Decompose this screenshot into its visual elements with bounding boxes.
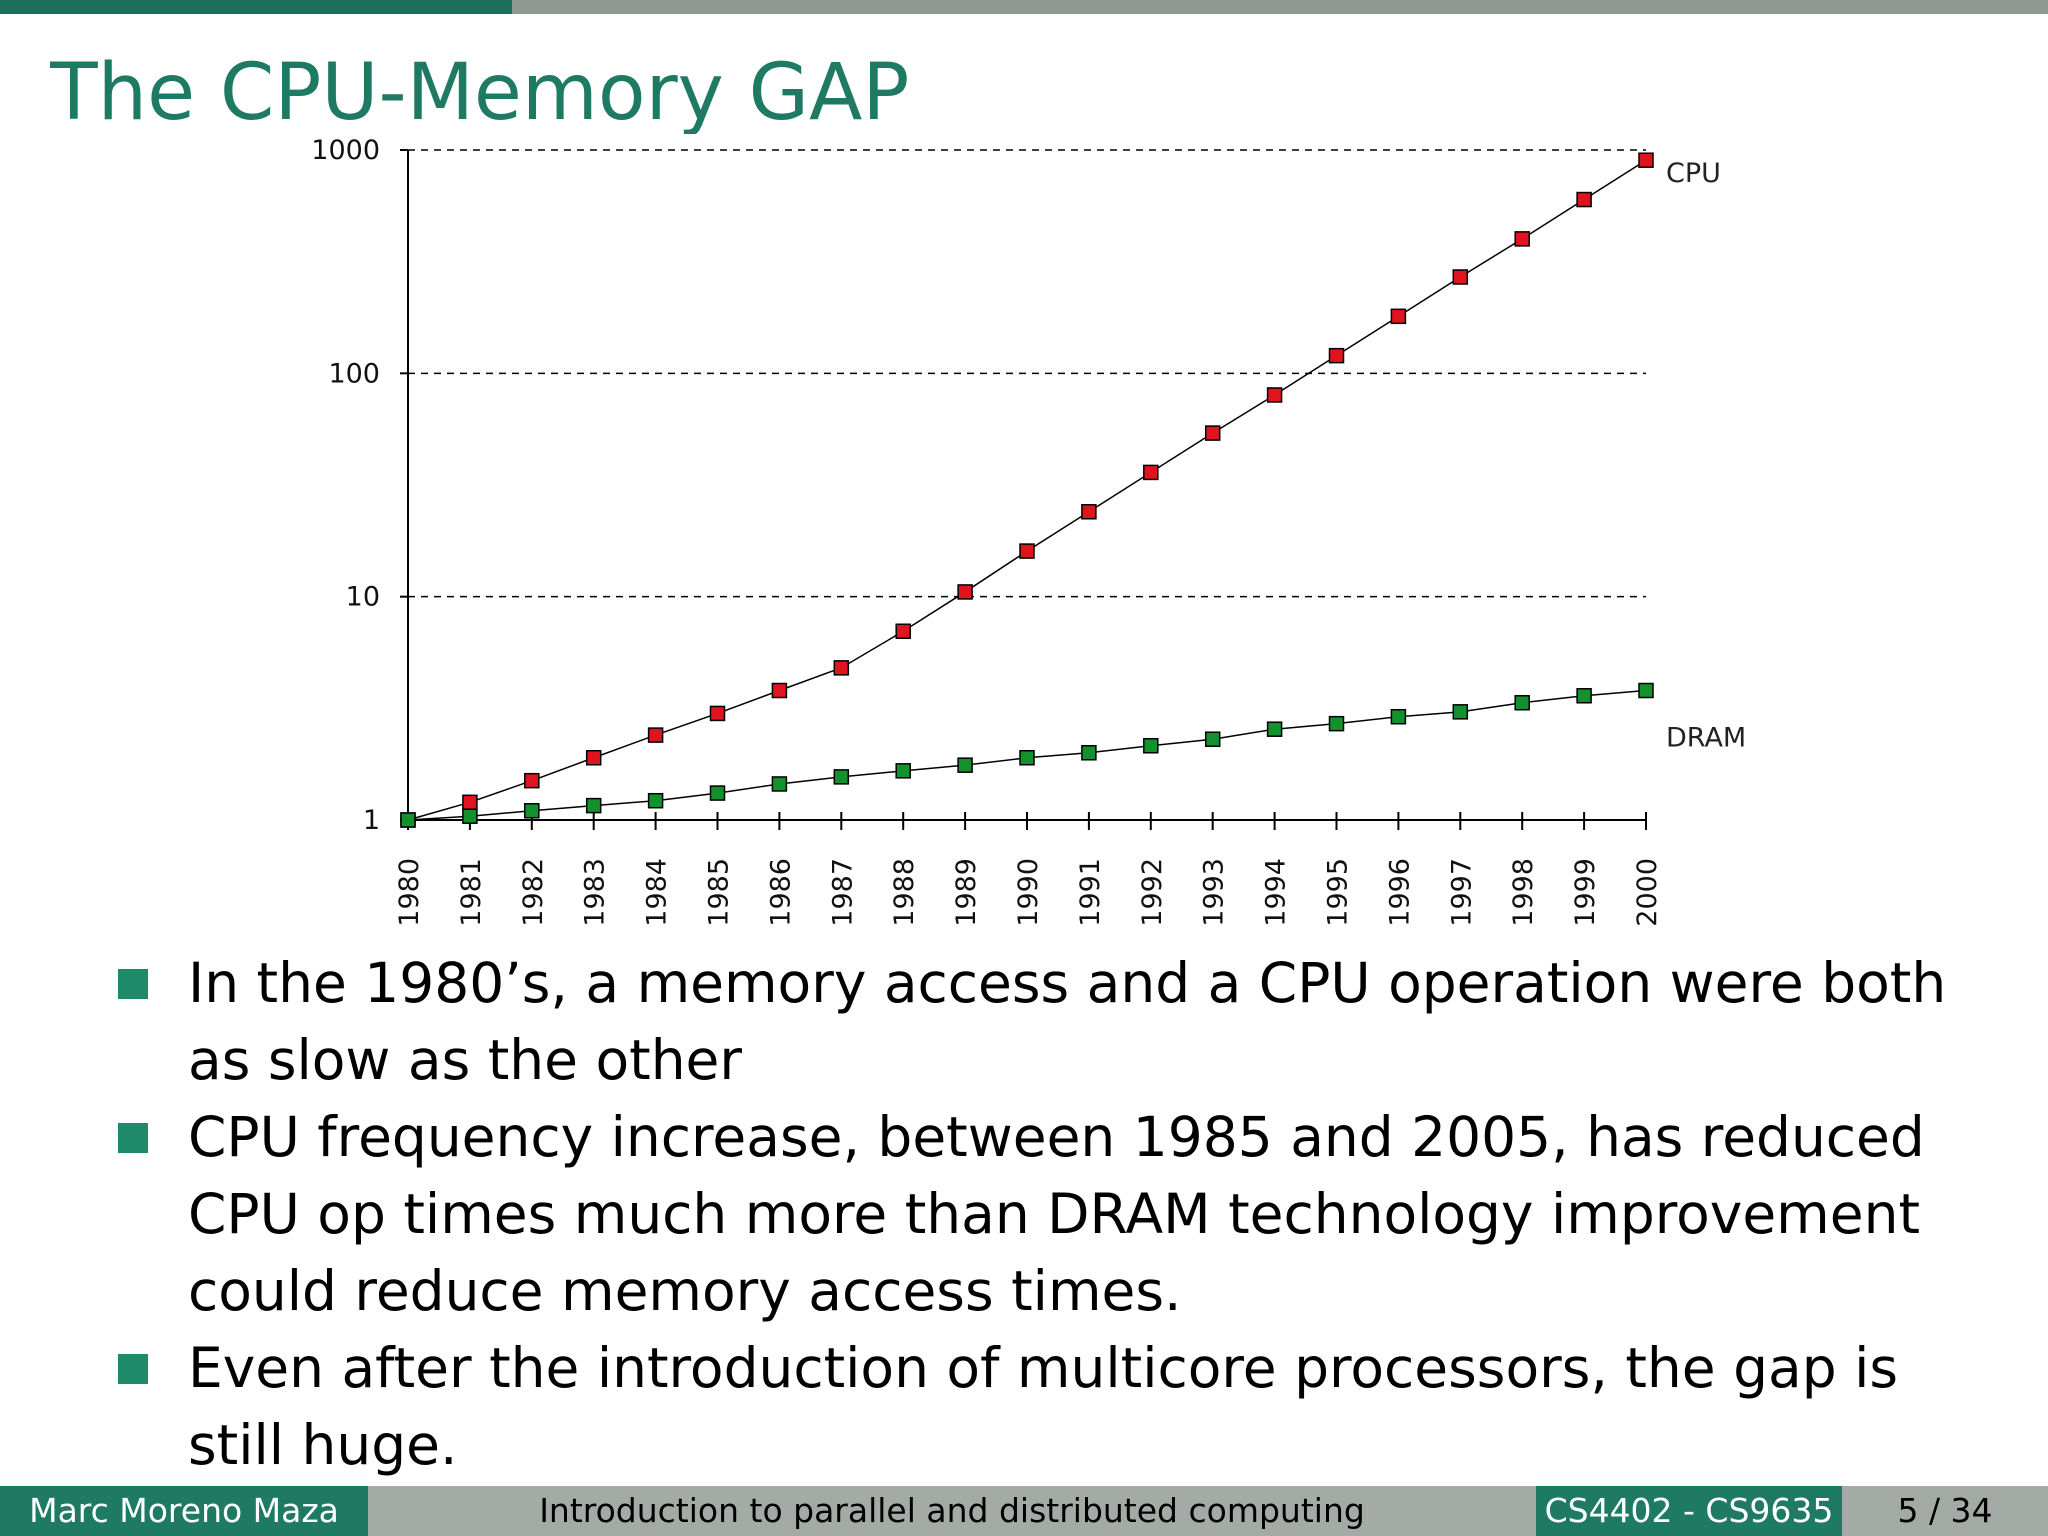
x-tick-label: 1980: [394, 858, 425, 927]
y-tick-label: 100: [328, 358, 380, 389]
top-progress-bar: [0, 0, 2048, 14]
x-tick-label: 1995: [1323, 858, 1354, 927]
y-tick-label: 1000: [311, 135, 380, 166]
data-point-dram: [1514, 694, 1530, 711]
data-point-cpu: [1143, 464, 1159, 481]
bullet-square-icon: [118, 969, 148, 999]
data-point-cpu: [957, 584, 973, 600]
footer-title: Introduction to parallel and distributed…: [368, 1486, 1536, 1536]
x-tick-label: 1988: [889, 858, 920, 927]
data-point-cpu: [1204, 425, 1221, 441]
x-tick-label: 1984: [642, 858, 673, 927]
x-tick-label: 1982: [518, 858, 549, 927]
series-line-cpu: [407, 159, 1647, 821]
data-point-dram: [1328, 715, 1345, 732]
bullet-square-icon: [118, 1123, 148, 1153]
x-tick-label: 1996: [1384, 858, 1415, 927]
x-tick-label: 1994: [1261, 858, 1292, 927]
data-point-dram: [1266, 721, 1283, 737]
data-point-cpu: [1452, 269, 1469, 285]
x-tick-label: 1993: [1199, 858, 1230, 927]
footer-page-number: 5 / 34: [1842, 1486, 2048, 1536]
x-tick-label: 1999: [1570, 858, 1601, 927]
data-point-cpu: [895, 623, 911, 640]
x-tick-label: 2000: [1632, 858, 1663, 927]
y-tick-label: 10: [346, 582, 380, 613]
bullet-text: In the 1980’s, a memory access and a CPU…: [188, 951, 1947, 1092]
data-point-dram: [647, 792, 664, 809]
data-point-cpu: [1019, 543, 1035, 559]
data-point-cpu: [1638, 152, 1654, 168]
data-point-dram: [1638, 682, 1654, 699]
x-tick-label: 1992: [1137, 858, 1168, 927]
data-point-cpu: [462, 794, 478, 811]
x-tick-label: 1981: [456, 858, 487, 927]
x-tick-label: 1983: [580, 858, 611, 927]
x-tick-label: 1991: [1075, 858, 1106, 927]
data-point-dram: [833, 769, 850, 785]
data-point-dram: [771, 776, 788, 792]
data-point-dram: [709, 785, 726, 801]
data-point-dram: [1452, 704, 1469, 720]
data-point-cpu: [1266, 387, 1283, 403]
data-point-dram: [895, 763, 911, 779]
x-tick-label: 1989: [951, 858, 982, 927]
series-label-dram: DRAM: [1666, 723, 1746, 754]
data-point-cpu: [1514, 231, 1530, 247]
bullet-text: CPU frequency increase, between 1985 and…: [188, 1105, 1925, 1323]
data-point-cpu: [1081, 504, 1097, 520]
data-point-dram: [1576, 688, 1592, 704]
data-point-cpu: [1390, 308, 1407, 325]
data-point-cpu: [1328, 347, 1345, 364]
data-point-cpu: [524, 772, 540, 789]
data-point-cpu: [1576, 191, 1592, 208]
data-point-dram: [1081, 745, 1097, 761]
y-tick-label: 1: [363, 805, 380, 836]
x-tick-label: 1997: [1446, 858, 1477, 927]
footer-bar: Marc Moreno Maza Introduction to paralle…: [0, 1486, 2048, 1536]
bullet-square-icon: [118, 1354, 148, 1384]
x-tick-label: 1985: [704, 858, 735, 927]
data-point-cpu: [833, 660, 850, 676]
data-point-cpu: [647, 727, 664, 743]
top-progress-accent: [0, 0, 512, 14]
bullet-item: CPU frequency increase, between 1985 and…: [118, 1099, 1948, 1330]
data-point-dram: [1390, 708, 1407, 725]
bullet-text: Even after the introduction of multicore…: [188, 1336, 1899, 1477]
series-label-cpu: CPU: [1666, 158, 1721, 189]
bullet-item: Even after the introduction of multicore…: [118, 1330, 1948, 1484]
x-tick-label: 1998: [1508, 858, 1539, 927]
cpu-dram-chart: 1 10 100 1000 1980 1981 1982 1983 1984 1985 1986 19…: [311, 135, 1746, 927]
data-point-dram: [524, 803, 540, 819]
data-point-dram: [1204, 731, 1221, 747]
data-point-cpu: [585, 749, 602, 766]
x-tick-label: 1986: [765, 858, 796, 927]
data-point-dram: [462, 808, 478, 824]
slide-title: The CPU-Memory GAP: [50, 54, 910, 134]
data-point-dram: [1019, 749, 1035, 766]
data-point-dram: [957, 757, 973, 773]
x-tick-label: 1987: [827, 858, 858, 927]
x-tick-label: 1990: [1013, 858, 1044, 927]
data-point-cpu: [709, 705, 726, 722]
data-point-dram: [1143, 738, 1159, 754]
data-point-dram: [400, 812, 416, 828]
data-point-cpu: [771, 682, 788, 699]
data-point-dram: [585, 797, 602, 814]
bullet-list: In the 1980’s, a memory access and a CPU…: [118, 945, 1948, 1484]
footer-author: Marc Moreno Maza: [0, 1486, 368, 1536]
bullet-item: In the 1980’s, a memory access and a CPU…: [118, 945, 1948, 1099]
footer-course: CS4402 - CS9635: [1536, 1486, 1842, 1536]
